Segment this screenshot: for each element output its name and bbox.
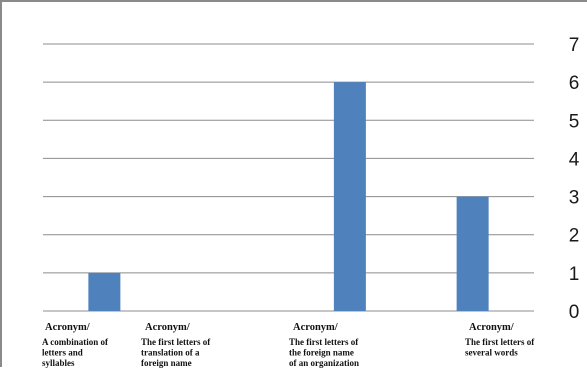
y-tick-label: 0 [569, 302, 580, 323]
y-tick-label: 2 [569, 226, 580, 247]
y-tick-label: 3 [569, 188, 580, 209]
category-label-line: the foreign name [289, 348, 354, 358]
category-label-line: The first letters of [141, 337, 211, 347]
y-tick-label: 7 [569, 35, 580, 56]
y-tick-label: 5 [569, 111, 580, 132]
y-tick-label: 6 [569, 73, 580, 94]
category-label-line: The first letters of [289, 337, 359, 347]
y-tick-label: 4 [569, 149, 580, 170]
category-label-line: The first letters of [465, 337, 535, 347]
category-label-line: several words [465, 348, 518, 358]
category-label-title: Acronym/ [469, 322, 515, 333]
category-label-title: Acronym/ [145, 322, 191, 333]
bar [457, 197, 489, 311]
category-label-line: letters and [42, 348, 83, 358]
category-label-line: translation of a [141, 348, 200, 358]
category-label-title: Acronym/ [45, 322, 91, 333]
y-tick-label: 1 [569, 264, 580, 285]
bar [334, 82, 366, 311]
bar [88, 273, 120, 311]
category-label-title: Acronym/ [293, 322, 339, 333]
category-label-line: A combination of [42, 337, 109, 347]
